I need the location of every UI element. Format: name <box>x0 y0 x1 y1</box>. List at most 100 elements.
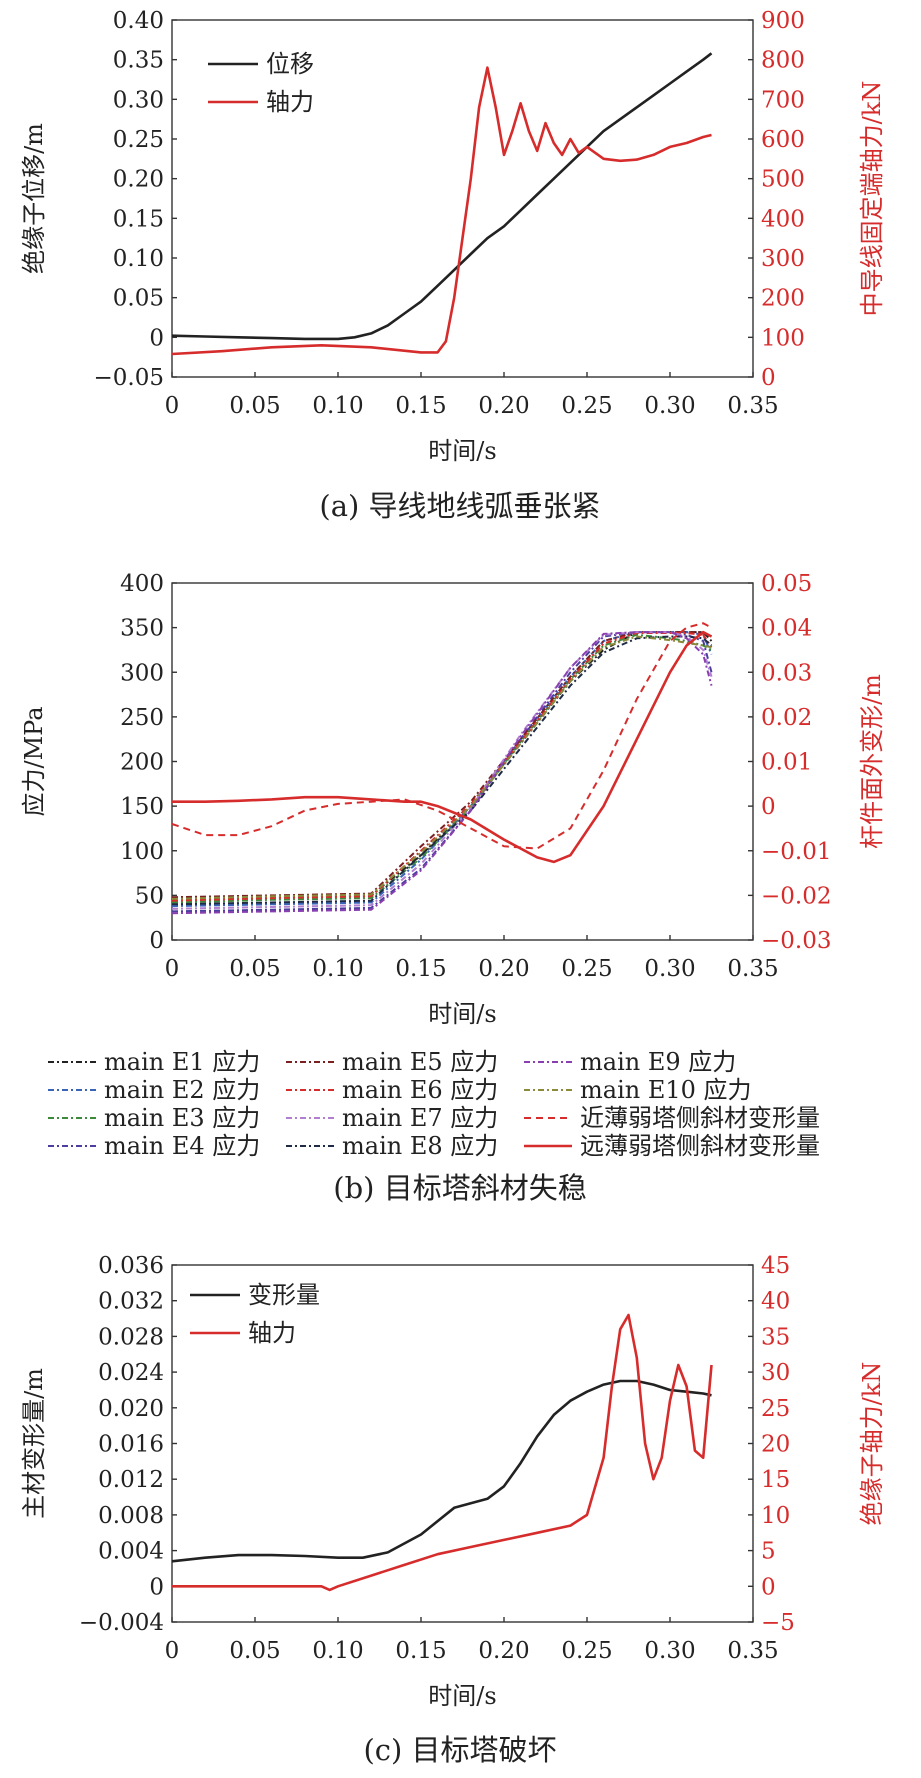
y2-tick-label: 5 <box>761 1539 776 1565</box>
y-tick-label: 400 <box>120 571 164 597</box>
y-axis-label: 主材变形量/m <box>20 1368 48 1519</box>
y-axis-label: 绝缘子位移/m <box>20 123 48 274</box>
legend-label: main E1 应力 <box>104 1048 260 1076</box>
x-tick-label: 0.35 <box>727 393 778 419</box>
x-tick-label: 0.30 <box>644 956 695 982</box>
x-tick-label: 0.15 <box>395 1638 446 1664</box>
y-tick-label: 0 <box>149 1574 164 1600</box>
chart-panel-2: 0 0.05 0.10 0.15 0.20 0.25 0.30 0.35 0 50 100 150 20… <box>20 571 886 1205</box>
series-line-1 <box>171 52 713 341</box>
x-tick-label: 0.20 <box>478 393 529 419</box>
series-line-11 <box>171 622 712 850</box>
series-line-1 <box>171 631 713 901</box>
y2-tick-label: 0 <box>761 1574 776 1600</box>
legend-label: 变形量 <box>248 1281 320 1309</box>
y2-tick-label: 35 <box>761 1324 790 1350</box>
y-tick-label: 0.036 <box>98 1253 164 1279</box>
y-tick-label: 0.05 <box>113 286 164 312</box>
x-tick-label: 0.35 <box>727 956 778 982</box>
chart-panel-3: 0 0.05 0.10 0.15 0.20 0.25 0.30 0.35−0.00400.00… <box>20 1253 886 1767</box>
legend-label: main E5 应力 <box>342 1048 498 1076</box>
x-tick-label: 0.05 <box>229 956 280 982</box>
y2-axis-label: 绝缘子轴力/kN <box>858 1362 886 1526</box>
y2-tick-label: 200 <box>761 286 805 312</box>
x-tick-label: 0.15 <box>395 393 446 419</box>
y2-tick-label: 0 <box>761 365 776 391</box>
legend-label: main E8 应力 <box>342 1132 498 1160</box>
series-line-9 <box>171 631 713 915</box>
series-line-5 <box>171 631 712 899</box>
x-tick-label: 0.05 <box>229 1638 280 1664</box>
y-tick-label: 150 <box>120 794 164 820</box>
y-tick-label: 0.25 <box>113 127 164 153</box>
y2-tick-label: 0 <box>761 794 776 820</box>
y-tick-label: 0.35 <box>113 48 164 74</box>
x-axis-label: 时间/s <box>428 437 496 465</box>
chart-panel-1: 0 0.05 0.10 0.15 0.20 0.25 0.30 0.35−0.0500.050… <box>20 8 886 523</box>
series-line-1 <box>171 1379 712 1563</box>
legend-label: 轴力 <box>266 88 314 116</box>
plot-frame <box>171 19 754 378</box>
x-tick-label: 0.25 <box>561 1638 612 1664</box>
legend-label: main E9 应力 <box>580 1048 736 1076</box>
x-tick-label: 0.10 <box>312 956 363 982</box>
y2-tick-label: 600 <box>761 127 805 153</box>
x-tick-label: 0.20 <box>478 1638 529 1664</box>
y-tick-label: 0.028 <box>98 1324 164 1350</box>
y2-tick-label: 900 <box>761 8 805 34</box>
figure-caption: (c) 目标塔破坏 <box>363 1733 556 1767</box>
y-tick-label: 350 <box>120 616 164 642</box>
figure-caption: (b) 目标塔斜材失稳 <box>333 1171 586 1205</box>
legend-label: main E3 应力 <box>104 1104 260 1132</box>
series-line-6 <box>171 632 713 902</box>
y2-tick-label: 0.03 <box>761 660 812 686</box>
legend-label: main E4 应力 <box>104 1132 260 1160</box>
y-tick-label: −0.05 <box>94 365 164 391</box>
legend-label: 远薄弱塔侧斜材变形量 <box>580 1132 820 1160</box>
y2-tick-label: 30 <box>761 1360 790 1386</box>
x-tick-label: 0.25 <box>561 393 612 419</box>
y-tick-label: 300 <box>120 660 164 686</box>
series-line-8 <box>171 635 713 906</box>
x-tick-label: 0.15 <box>395 956 446 982</box>
y2-tick-label: 10 <box>761 1503 790 1529</box>
legend-label: 轴力 <box>248 1319 296 1347</box>
y-tick-label: 0 <box>149 928 164 954</box>
x-tick-label: 0.25 <box>561 956 612 982</box>
y-axis-label: 应力/MPa <box>20 706 48 816</box>
legend-label: main E10 应力 <box>580 1076 752 1104</box>
x-tick-label: 0.30 <box>644 1638 695 1664</box>
legend-label: main E7 应力 <box>342 1104 498 1132</box>
series-line-3 <box>171 633 712 904</box>
y2-axis-label: 中导线固定端轴力/kN <box>858 81 886 317</box>
y-tick-label: 200 <box>120 750 164 776</box>
y2-tick-label: 0.05 <box>761 571 812 597</box>
y2-tick-label: 0.01 <box>761 750 812 776</box>
y2-tick-label: 700 <box>761 87 805 113</box>
x-tick-label: 0 <box>165 956 180 982</box>
y-tick-label: 0 <box>149 325 164 351</box>
figure-caption: (a) 导线地线弧垂张紧 <box>319 489 600 523</box>
y2-tick-label: 25 <box>761 1396 790 1422</box>
y-tick-label: 0.10 <box>113 246 164 272</box>
x-tick-label: 0.35 <box>727 1638 778 1664</box>
y2-axis-label: 杆件面外变形/m <box>858 674 886 849</box>
y2-tick-label: −0.03 <box>761 928 831 954</box>
legend-label: 位移 <box>266 50 314 78</box>
y-tick-label: 0.008 <box>98 1503 164 1529</box>
y-tick-label: 0.016 <box>98 1432 164 1458</box>
x-tick-label: 0.20 <box>478 956 529 982</box>
legend-label: main E6 应力 <box>342 1076 498 1104</box>
y-tick-label: 250 <box>120 705 164 731</box>
y-tick-label: 0.024 <box>98 1360 164 1386</box>
series-line-2 <box>171 631 713 908</box>
y2-tick-label: 20 <box>761 1432 790 1458</box>
y2-tick-label: −5 <box>761 1610 795 1636</box>
y-tick-label: 0.012 <box>98 1467 164 1493</box>
x-tick-label: 0.10 <box>312 393 363 419</box>
x-tick-label: 0.10 <box>312 1638 363 1664</box>
